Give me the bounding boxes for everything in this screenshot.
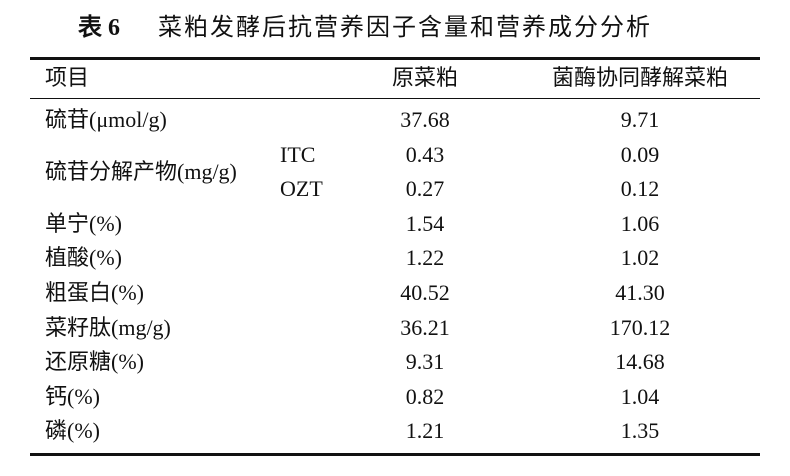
cell: 41.30 bbox=[615, 280, 665, 305]
cell: 0.82 bbox=[405, 383, 445, 409]
header-rule bbox=[30, 98, 760, 99]
cell: 170.12 bbox=[609, 314, 671, 340]
row-label: 钙(%) bbox=[45, 383, 100, 409]
row-label: 菜籽肽(mg/g) bbox=[45, 314, 171, 340]
row-label: 植酸(%) bbox=[45, 245, 122, 271]
cell: 1.02 bbox=[620, 245, 660, 271]
cell: 14.68 bbox=[615, 349, 665, 375]
cell: 37.68 bbox=[400, 107, 450, 132]
cell: 1.22 bbox=[405, 245, 445, 271]
top-rule bbox=[30, 57, 760, 60]
row-label: 粗蛋白(%) bbox=[45, 280, 144, 305]
bottom-rule bbox=[30, 453, 760, 456]
cell: 0.27 bbox=[405, 176, 445, 202]
cell: 1.54 bbox=[405, 210, 445, 236]
cell: 0.12 bbox=[620, 176, 660, 202]
row-label: 还原糖(%) bbox=[45, 349, 144, 375]
row-label: 单宁(%) bbox=[45, 210, 122, 236]
header-cell: 项目 bbox=[45, 65, 90, 90]
cell: 0.43 bbox=[405, 141, 445, 167]
table-number: 表 6 bbox=[78, 15, 120, 41]
cell: 0.09 bbox=[620, 141, 660, 167]
header-cell: 菌酶协同酵解菜粕 bbox=[551, 65, 729, 90]
cell: 1.04 bbox=[620, 383, 660, 409]
cell: 1.21 bbox=[405, 418, 445, 444]
header-cell: 原菜粕 bbox=[391, 65, 459, 90]
row-label: 磷(%) bbox=[45, 418, 100, 444]
cell: 1.35 bbox=[620, 418, 660, 444]
cell: 1.06 bbox=[620, 210, 660, 236]
cell: 9.71 bbox=[620, 107, 660, 132]
row-label: 硫苷(μmol/g) bbox=[45, 107, 167, 132]
cell: 9.31 bbox=[405, 349, 445, 375]
sub-label: ITC bbox=[280, 141, 316, 167]
table-title: 菜粕发酵后抗营养因子含量和营养成分分析 bbox=[158, 15, 652, 41]
cell: 40.52 bbox=[400, 280, 450, 305]
sub-label: OZT bbox=[280, 176, 323, 202]
cell: 36.21 bbox=[400, 314, 450, 340]
row-label: 硫苷分解产物(mg/g) bbox=[45, 158, 237, 184]
